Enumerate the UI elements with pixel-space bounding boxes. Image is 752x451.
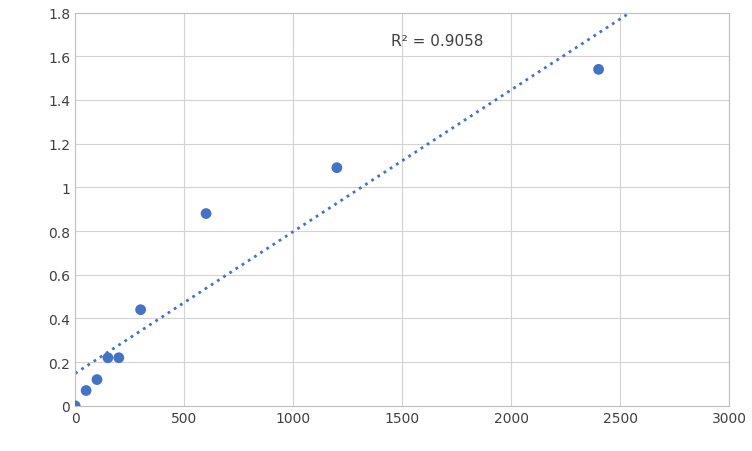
Point (80, 387, 92, 394)
Point (102, 354, 114, 362)
Point (69, 402, 81, 410)
Point (331, 165, 343, 172)
Point (200, 211, 212, 218)
Point (135, 306, 147, 313)
Point (113, 354, 125, 362)
Point (593, 67, 605, 74)
Point (91, 376, 103, 383)
Text: R² = 0.9058: R² = 0.9058 (391, 34, 484, 49)
